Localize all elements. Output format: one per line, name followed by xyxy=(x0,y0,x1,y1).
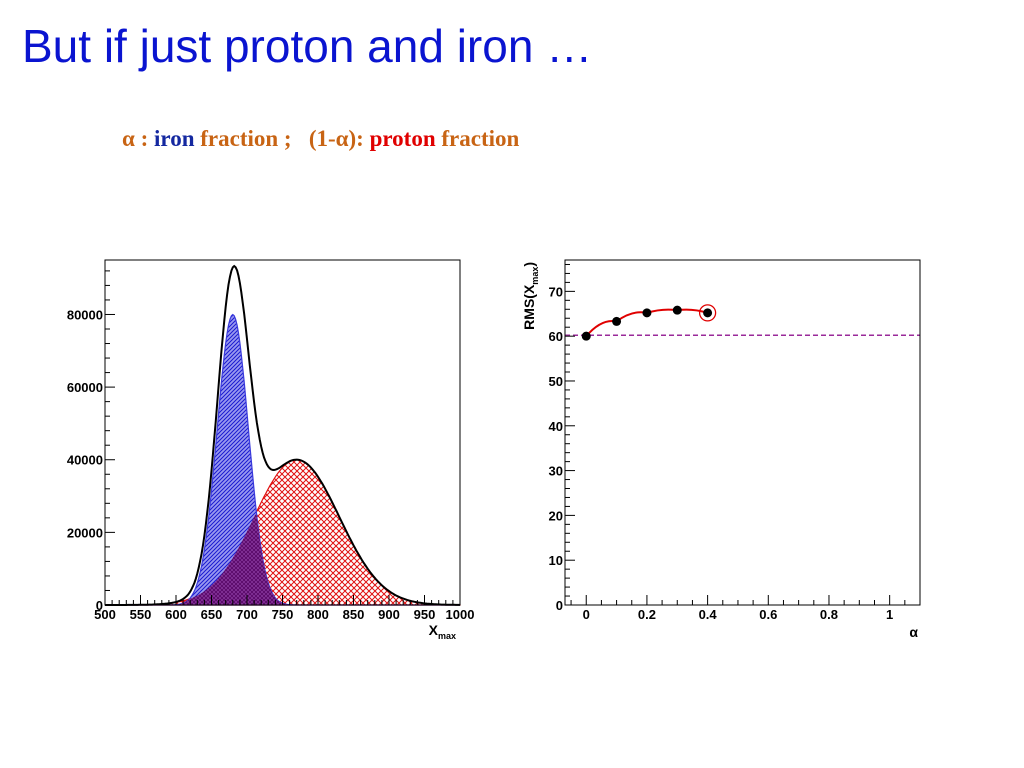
xmax-histogram-chart: 500 550 600 650 700 750 800 850 900 950 1000 0 20000… xyxy=(67,259,475,641)
highlight-ring xyxy=(698,304,717,322)
y-tick-label: 50 xyxy=(549,374,563,389)
x-tick-label: 800 xyxy=(307,607,329,622)
subtitle-fraction-2: fraction xyxy=(435,126,520,151)
y-tick-label: 30 xyxy=(549,464,563,479)
x-axis-title: Xmax xyxy=(429,622,456,641)
total-distribution-line xyxy=(105,264,460,606)
x-tick-label: 650 xyxy=(201,607,223,622)
y-axis-title: RMS(Xmax) xyxy=(521,262,540,330)
y-tick-label: 80000 xyxy=(67,307,103,322)
y-tick-label: 40000 xyxy=(67,453,103,468)
y-tick-label: 40 xyxy=(549,419,563,434)
subtitle-fraction-1: fraction ; xyxy=(194,126,309,151)
x-tick-label: 0.4 xyxy=(699,607,718,622)
slide-subtitle: α : iron fraction ; (1-α): proton fracti… xyxy=(122,126,519,152)
x-tick-label: 550 xyxy=(130,607,152,622)
x-tick-label: 750 xyxy=(272,607,294,622)
y-tick-label: 20 xyxy=(549,508,563,523)
x-tick-label: 500 xyxy=(94,607,116,622)
x-tick-label: 1 xyxy=(886,607,893,622)
x-tick-label: 0.8 xyxy=(820,607,838,622)
data-point xyxy=(612,316,622,326)
x-tick-label: 0.2 xyxy=(638,607,656,622)
y-tick-label: 20000 xyxy=(67,525,103,540)
x-axis-title: α xyxy=(909,624,918,640)
data-point xyxy=(703,308,713,318)
subtitle-close: ): xyxy=(348,126,370,151)
slide-title: But if just proton and iron … xyxy=(22,20,593,72)
y-tick-label: 70 xyxy=(549,284,563,299)
x-tick-label: 600 xyxy=(165,607,187,622)
x-tick-label: 900 xyxy=(378,607,400,622)
subtitle-proton: proton xyxy=(369,126,436,151)
proton-distribution xyxy=(105,459,461,606)
data-point xyxy=(581,331,591,341)
subtitle-alpha-2: α xyxy=(335,126,349,151)
y-tick-label: 60000 xyxy=(67,380,103,395)
x-tick-label: 1000 xyxy=(446,607,475,622)
subtitle-colon: : xyxy=(134,126,155,151)
y-tick-label: 60 xyxy=(549,329,563,344)
y-tick-label: 0 xyxy=(556,598,563,613)
x-tick-label: 700 xyxy=(236,607,258,622)
x-tick-label: 0.6 xyxy=(759,607,777,622)
plot-frame xyxy=(564,259,921,606)
y-tick-label: 0 xyxy=(96,598,103,613)
x-tick-label: 950 xyxy=(414,607,436,622)
subtitle-iron: iron xyxy=(154,126,195,151)
subtitle-one-minus: (1- xyxy=(308,126,336,151)
x-tick-label: 0 xyxy=(583,607,590,622)
alpha-symbol: α xyxy=(122,126,135,151)
data-point xyxy=(672,305,682,315)
y-tick-label: 10 xyxy=(549,553,563,568)
data-point xyxy=(642,308,652,318)
x-tick-label: 850 xyxy=(343,607,365,622)
